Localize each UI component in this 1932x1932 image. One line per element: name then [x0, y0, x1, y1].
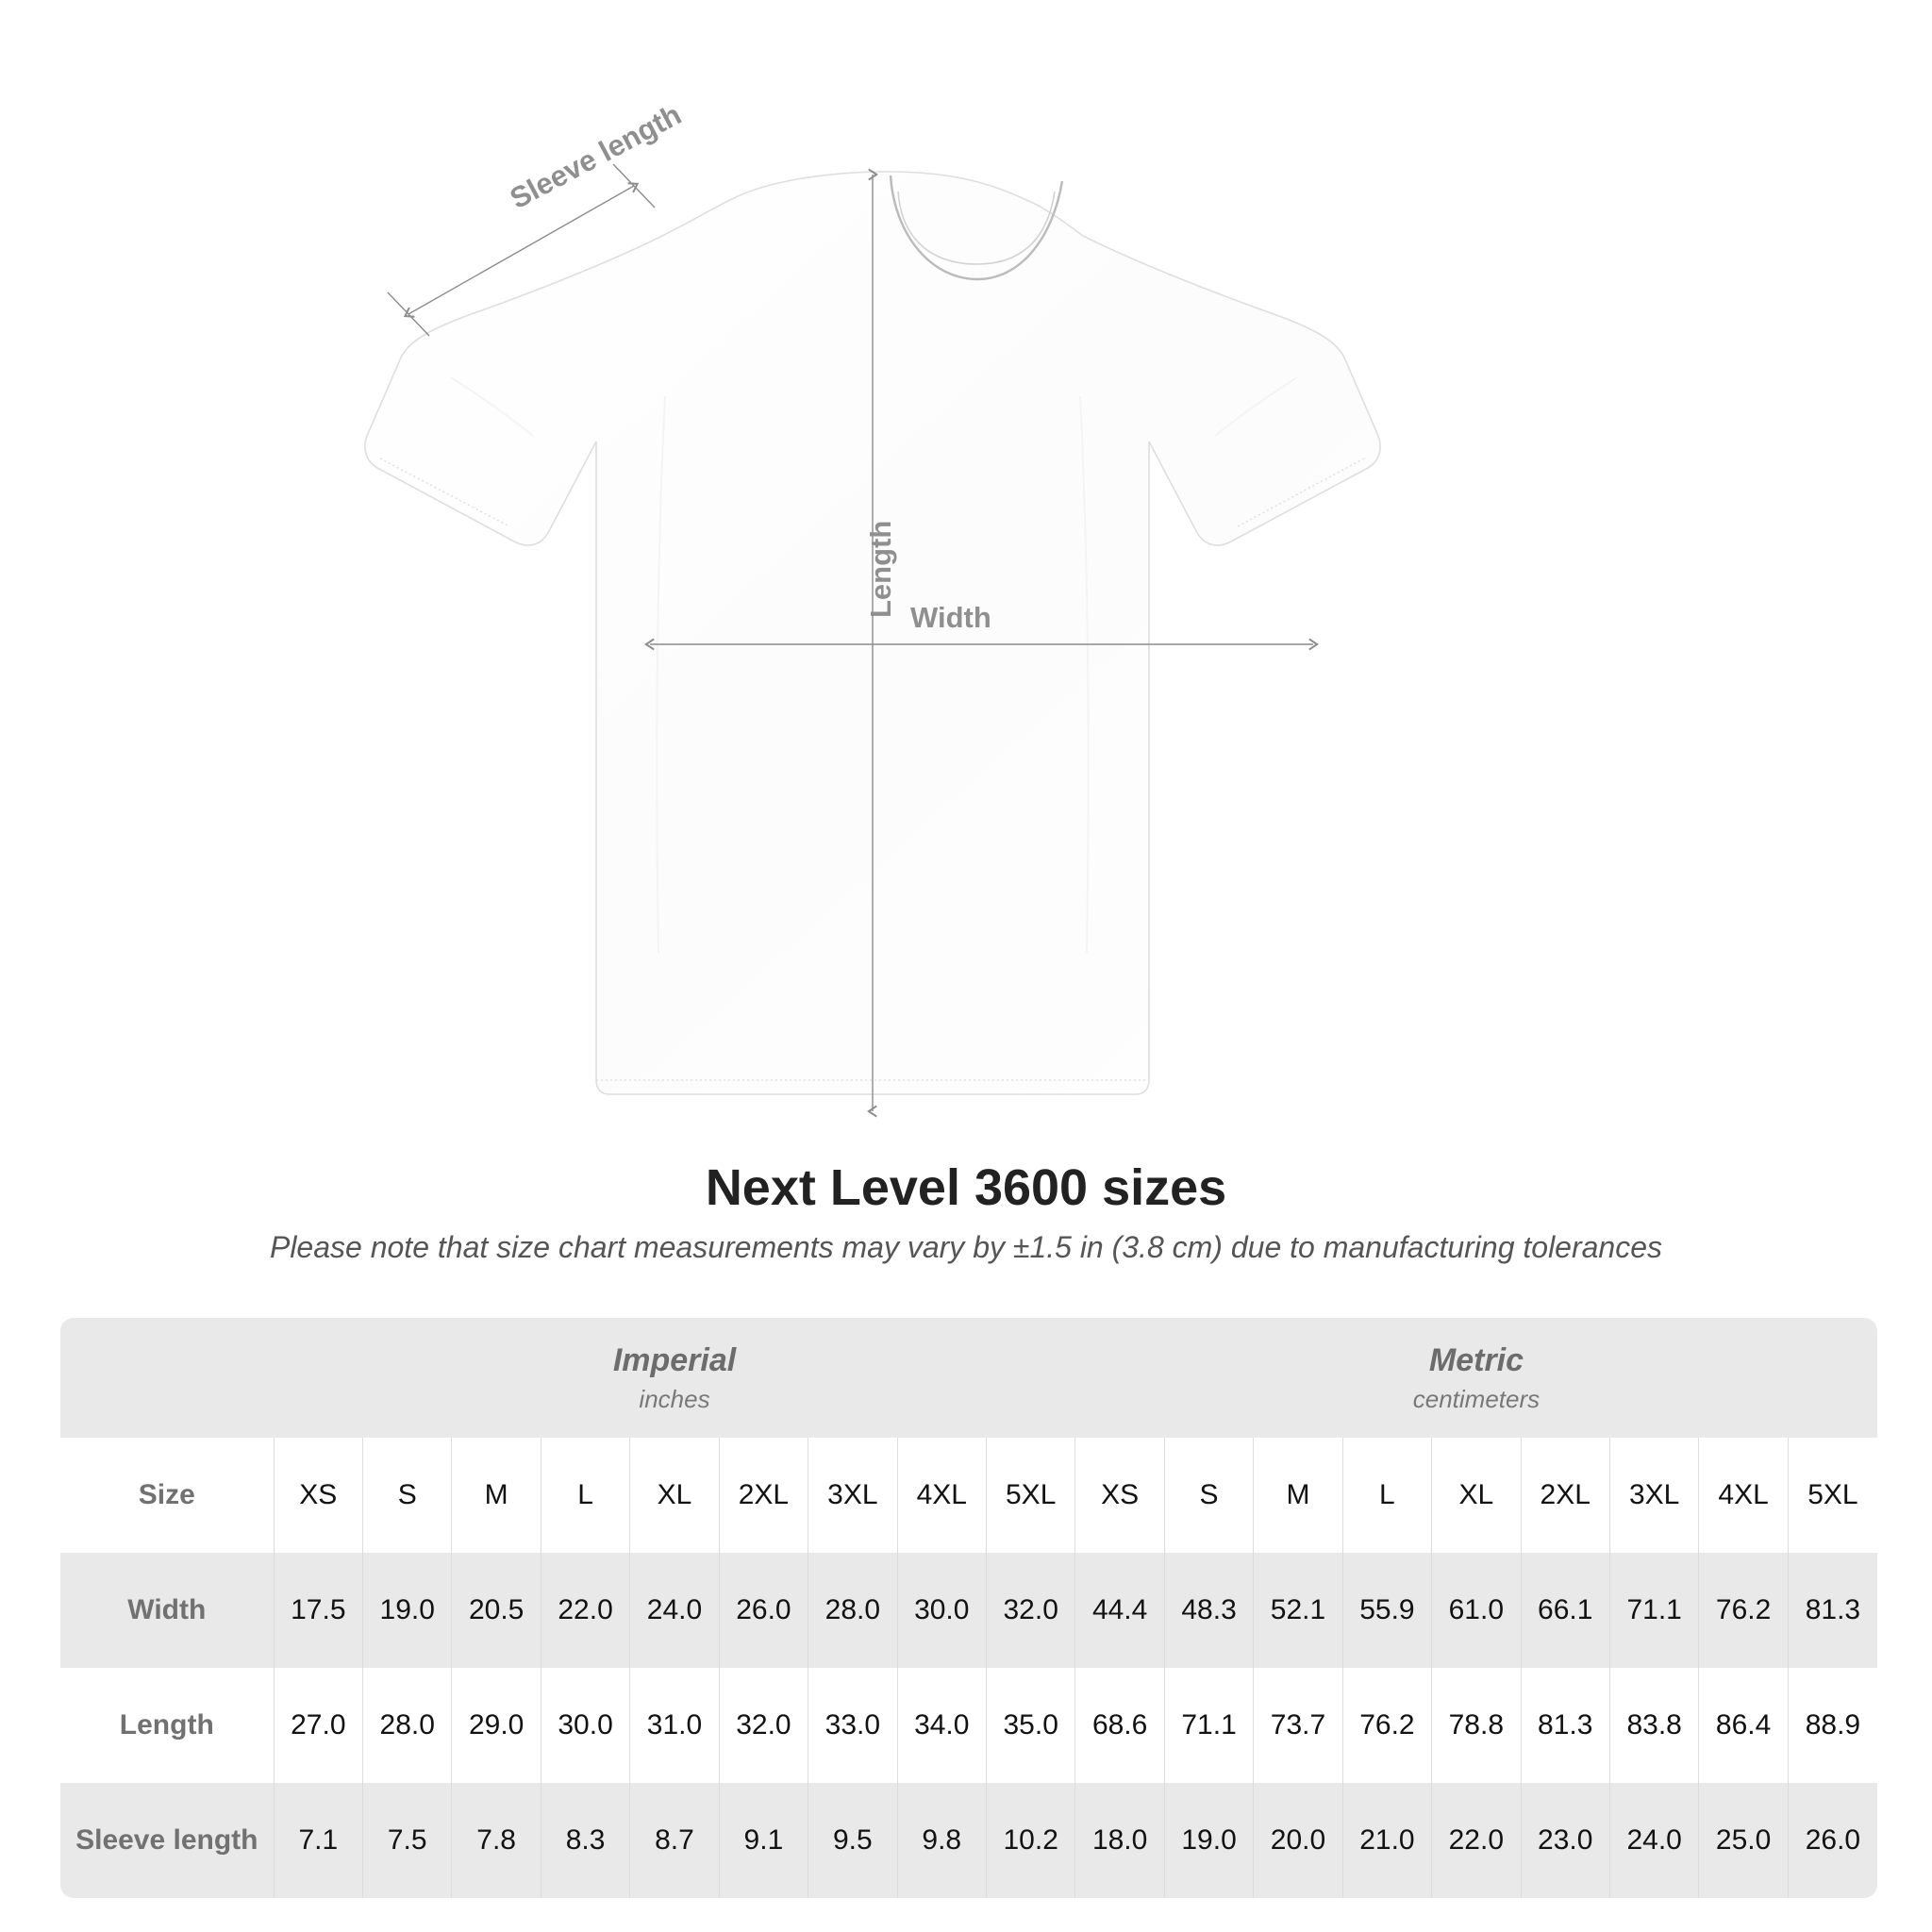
svg-text:Length: Length [864, 521, 897, 618]
svg-text:Sleeve length: Sleeve length [505, 97, 687, 215]
svg-text:Width: Width [910, 601, 991, 634]
